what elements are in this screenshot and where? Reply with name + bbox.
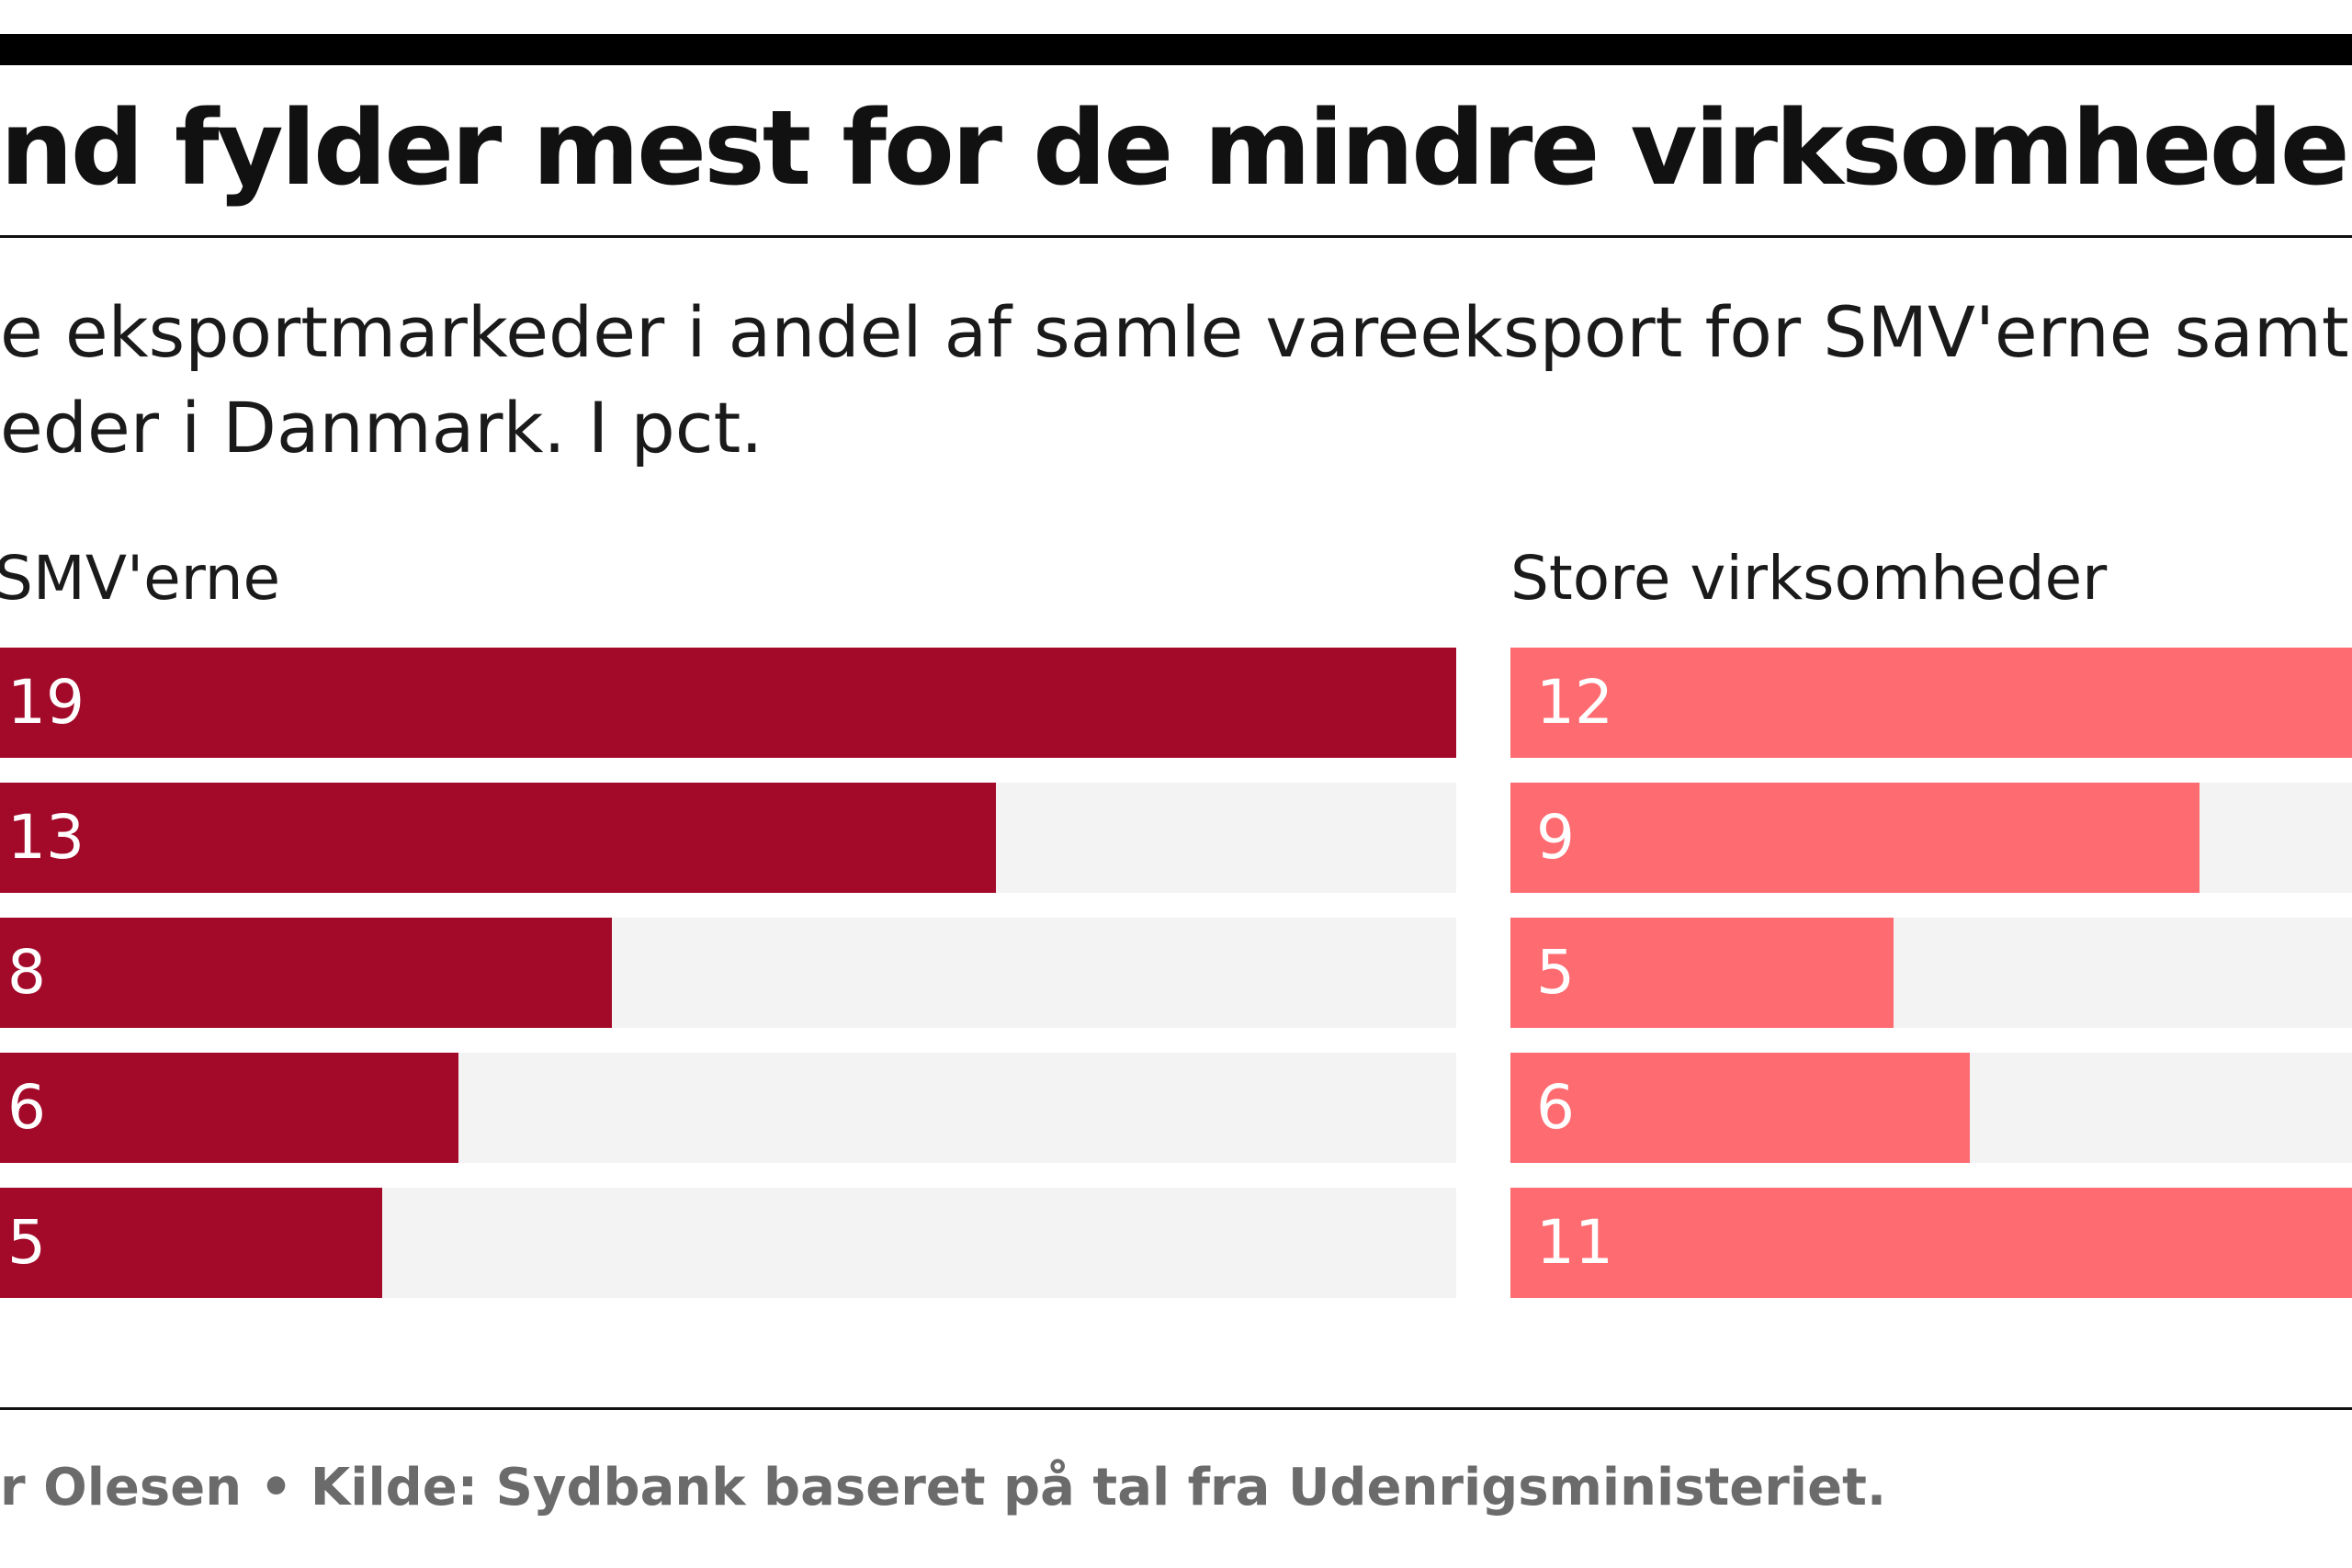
bar-value-label: 19 [7, 667, 85, 738]
subtitle-line-2: eder i Danmark. I pct. [0, 387, 763, 468]
bar-value-label: 12 [1536, 667, 1613, 738]
bar [0, 1188, 382, 1298]
bar-value-label: 5 [7, 1207, 46, 1278]
bar-track: 13 [0, 783, 1456, 893]
chart-title: nd fylder mest for de mindre virksomhede… [0, 89, 2352, 209]
title-rule [0, 235, 2352, 238]
bar-track: 11 [1510, 1188, 2352, 1298]
bottom-rule [0, 1407, 2352, 1410]
bar-value-label: 5 [1536, 937, 1575, 1008]
bar [1510, 1053, 1970, 1163]
bar-track: 12 [1510, 648, 2352, 758]
bar-track: 5 [0, 1188, 1456, 1298]
top-rule [0, 34, 2352, 65]
bar [0, 918, 612, 1028]
bar-track: 8 [0, 918, 1456, 1028]
bar [1510, 783, 2199, 893]
panel-title-smv: SMV'erne [0, 543, 281, 614]
bar [1510, 648, 2352, 758]
bar [1510, 918, 1894, 1028]
bar-value-label: 8 [7, 937, 46, 1008]
source-line: r Olesen • Kilde: Sydbank baseret på tal… [0, 1458, 1887, 1517]
bar-track: 6 [1510, 1053, 2352, 1163]
bar-value-label: 6 [7, 1072, 46, 1143]
bar-track: 19 [0, 648, 1456, 758]
bar-value-label: 11 [1536, 1207, 1613, 1278]
subtitle-line-1: e eksportmarkeder i andel af samle varee… [0, 291, 2352, 373]
chart-subtitle: e eksportmarkeder i andel af samle varee… [0, 285, 2352, 476]
bar [1510, 1188, 2352, 1298]
bar [0, 648, 1456, 758]
bar [0, 783, 996, 893]
bar-value-label: 6 [1536, 1072, 1575, 1143]
bar-track: 6 [0, 1053, 1456, 1163]
bar-value-label: 9 [1536, 802, 1575, 873]
panel-title-store: Store virksomheder [1510, 543, 2108, 614]
bar-track: 5 [1510, 918, 2352, 1028]
bar [0, 1053, 458, 1163]
bar-track: 9 [1510, 783, 2352, 893]
bar-value-label: 13 [7, 802, 85, 873]
